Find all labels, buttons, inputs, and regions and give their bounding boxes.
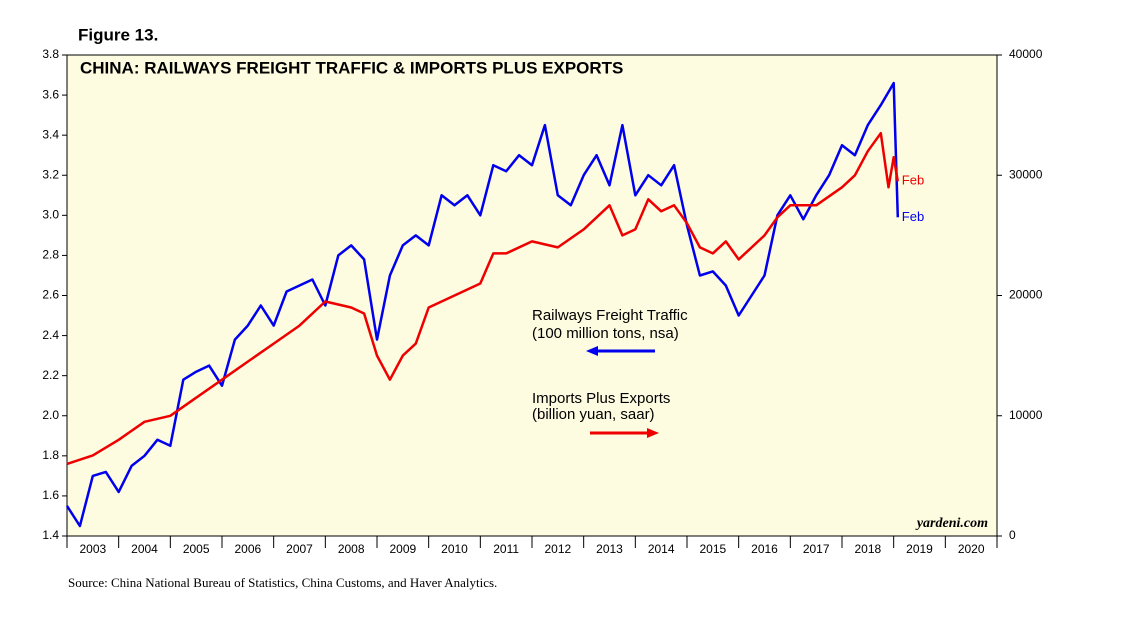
x-tick-label: 2009 <box>389 542 416 556</box>
y-tick-label: 3.4 <box>42 127 59 141</box>
x-tick-label: 2014 <box>648 542 675 556</box>
y-tick-label: 1.4 <box>42 528 59 542</box>
y-tick-label: 3.0 <box>42 208 59 222</box>
x-tick-label: 2017 <box>803 542 830 556</box>
series-line <box>65 81 900 528</box>
legend-label: Imports Plus Exports <box>532 390 670 407</box>
series-line <box>66 131 900 466</box>
y2-tick-label: 30000 <box>1009 167 1043 181</box>
end-label: Feb <box>902 209 924 224</box>
legend-arrow-head <box>586 346 598 356</box>
y-tick-label: 3.2 <box>42 167 59 181</box>
x-tick-label: 2007 <box>286 542 313 556</box>
x-tick-label: 2011 <box>493 542 519 556</box>
x-tick-label: 2018 <box>854 542 881 556</box>
figure-label: Figure 13. <box>78 25 158 44</box>
y2-tick-label: 10000 <box>1009 408 1043 422</box>
y2-tick-label: 20000 <box>1009 288 1043 302</box>
x-tick-label: 2008 <box>338 542 365 556</box>
y-tick-label: 2.0 <box>42 408 59 422</box>
x-tick-label: 2012 <box>544 542 571 556</box>
y-tick-label: 2.4 <box>42 328 59 342</box>
source: Source: China National Bureau of Statist… <box>68 575 497 590</box>
plot-area <box>66 54 998 537</box>
x-tick-label: 2020 <box>958 542 985 556</box>
x-tick-label: 2006 <box>234 542 261 556</box>
y-tick-label: 2.2 <box>42 368 59 382</box>
y2-tick-label: 40000 <box>1009 47 1043 61</box>
y2-tick-label: 0 <box>1009 528 1016 542</box>
x-tick-label: 2019 <box>906 542 933 556</box>
y-tick-label: 3.6 <box>42 87 59 101</box>
legend-label: Railways Freight Traffic <box>532 307 688 324</box>
y-tick-label: 3.8 <box>42 47 59 61</box>
x-tick-label: 2003 <box>79 542 106 556</box>
x-tick-label: 2005 <box>183 542 210 556</box>
x-tick-label: 2016 <box>751 542 778 556</box>
x-tick-label: 2015 <box>699 542 726 556</box>
y-tick-label: 2.6 <box>42 288 59 302</box>
x-tick-label: 2013 <box>596 542 623 556</box>
legend-arrow-head <box>647 428 659 438</box>
x-tick-label: 2004 <box>131 542 158 556</box>
y-tick-label: 2.8 <box>42 248 59 262</box>
legend-unit: (billion yuan, saar) <box>532 406 655 423</box>
legend-unit: (100 million tons, nsa) <box>532 325 679 342</box>
y-tick-label: 1.6 <box>42 488 59 502</box>
chart-title: CHINA: RAILWAYS FREIGHT TRAFFIC & IMPORT… <box>80 58 623 77</box>
y-tick-label: 1.8 <box>42 448 59 462</box>
x-tick-label: 2010 <box>441 542 468 556</box>
watermark: yardeni.com <box>915 516 988 531</box>
end-label: Feb <box>902 173 924 188</box>
